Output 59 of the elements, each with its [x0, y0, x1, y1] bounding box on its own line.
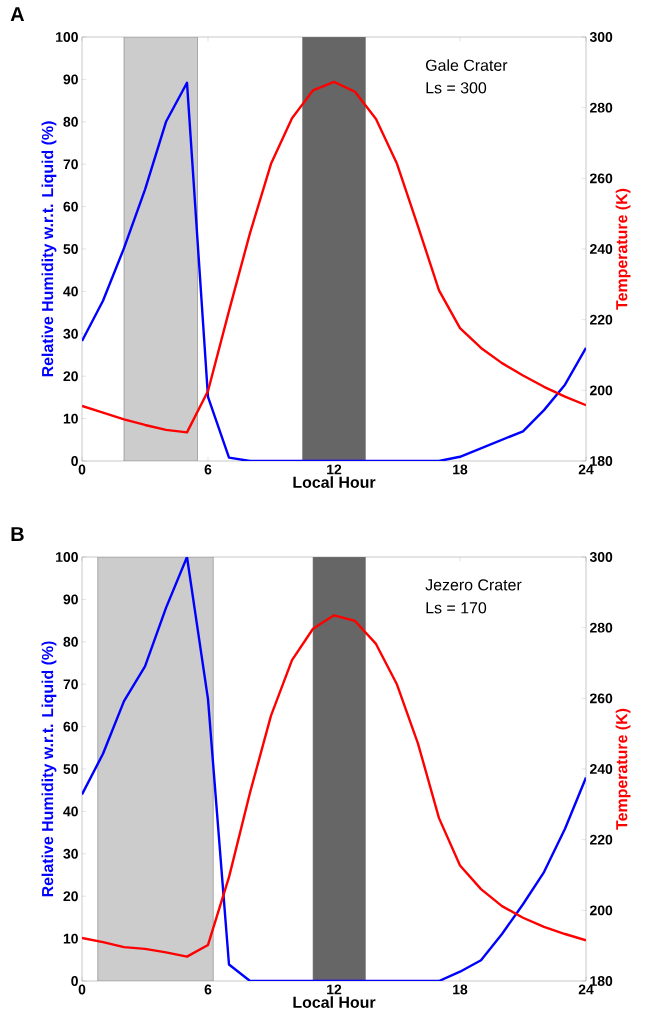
line-series [82, 614, 586, 958]
text: B [11, 527, 24, 541]
y-tick-label: 10 [63, 413, 78, 424]
x-tick-label: 12 [327, 464, 342, 475]
y2-tick-label: 220 [590, 314, 613, 325]
y2-tick-label: 280 [590, 102, 613, 113]
y-tick-label: 40 [63, 286, 78, 297]
y-tick-label: 50 [63, 764, 78, 774]
y-tick-label: 90 [63, 74, 78, 85]
y-tick-label: 80 [63, 116, 78, 127]
y2-tick-label: 200 [590, 905, 613, 916]
y-tick-label: 20 [63, 891, 78, 902]
x-tick-label: 6 [204, 984, 212, 995]
x-tick-label: 24 [578, 984, 594, 995]
y-tick-label: 10 [63, 933, 78, 944]
x-axis-title: Local Hour [293, 996, 376, 1008]
y-axis-title: Relative Humidity w.r.t. Liquid (%) [41, 641, 57, 897]
y2-tick-label: 180 [590, 976, 613, 986]
x-tick-label: 0 [78, 464, 86, 475]
y2-axis-title: Temperature (K) [615, 708, 631, 830]
annotation: Ls = 170 [426, 602, 487, 614]
x-tick-label: 0 [78, 984, 86, 995]
y-tick-label: 60 [63, 721, 78, 732]
y-axis-title: Relative Humidity w.r.t. Liquid (%) [41, 121, 57, 377]
y-tick-label: 60 [63, 201, 78, 212]
x-tick-label: 18 [453, 984, 468, 995]
y2-tick-label: 260 [590, 693, 613, 704]
y2-tick-label: 200 [590, 385, 613, 396]
annotation: Ls = 300 [426, 82, 487, 94]
y2-tick-label: 300 [589, 32, 613, 42]
y-tick-label: 100 [56, 32, 78, 42]
y-tick-label: 100 [56, 552, 78, 562]
y-tick-label: 20 [63, 371, 78, 382]
x-tick-label: 18 [453, 464, 468, 475]
y-tick-label: 70 [63, 679, 78, 690]
y2-axis-title: Temperature (K) [615, 188, 631, 310]
x-tick-label: 12 [327, 984, 342, 995]
y-tick-label: 90 [63, 594, 78, 605]
y2-tick-label: 260 [590, 173, 613, 184]
annotation: Jezero Crater [425, 579, 522, 591]
x-tick-label: 24 [578, 464, 594, 475]
y-tick-label: 40 [63, 806, 78, 817]
y-tick-label: 30 [63, 848, 78, 859]
y-tick-label: 0 [71, 976, 78, 986]
annotation: Gale Crater [426, 59, 508, 71]
y-tick-label: 30 [63, 328, 78, 339]
y-tick-label: 80 [63, 636, 78, 647]
y2-tick-label: 220 [590, 834, 613, 845]
y-tick-label: 70 [63, 159, 78, 170]
y-tick-label: 50 [63, 244, 78, 254]
y2-tick-label: 180 [590, 456, 613, 466]
y-tick-label: 0 [71, 456, 78, 466]
y2-tick-label: 240 [590, 244, 613, 254]
text: A [10, 7, 25, 21]
y2-tick-label: 280 [590, 622, 613, 633]
y2-tick-label: 300 [589, 552, 613, 562]
x-tick-label: 6 [204, 464, 212, 475]
x-axis-title: Local Hour [293, 476, 376, 488]
y2-tick-label: 240 [590, 764, 613, 774]
